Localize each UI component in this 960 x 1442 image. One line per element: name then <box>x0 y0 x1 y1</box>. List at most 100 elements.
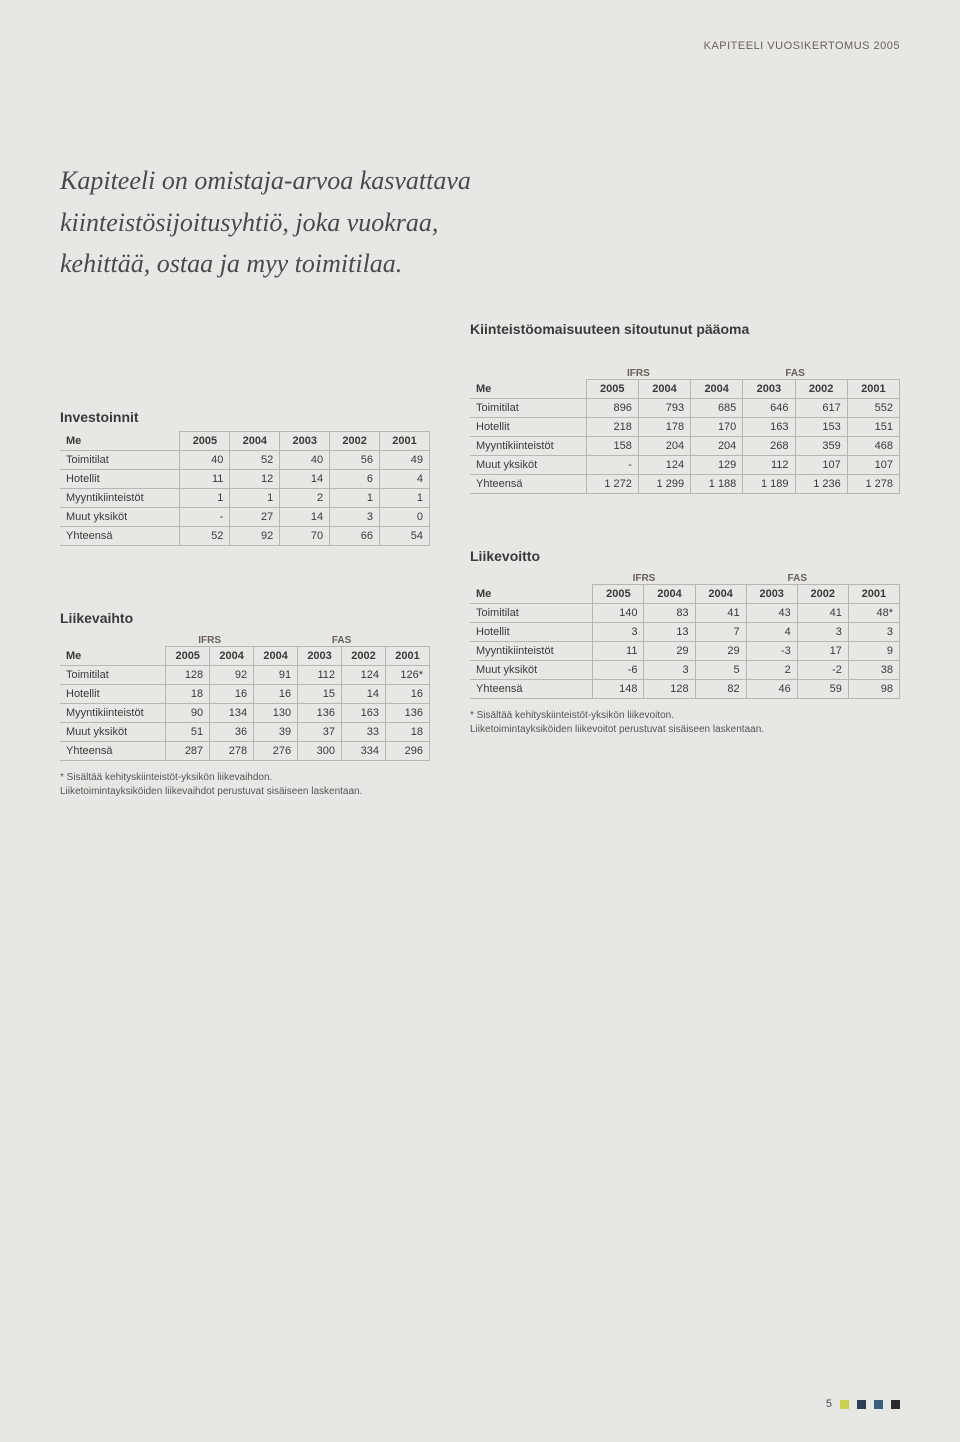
cell-value: 3 <box>644 660 695 679</box>
footer-square-icon <box>857 1400 866 1409</box>
row-label: Yhteensä <box>470 679 593 698</box>
cell-value: 90 <box>166 703 210 722</box>
cell-value: 15 <box>298 684 342 703</box>
cell-value: 359 <box>795 436 847 455</box>
cell-value: 51 <box>166 722 210 741</box>
row-label: Myyntikiinteistöt <box>470 641 593 660</box>
cell-value: 136 <box>385 703 429 722</box>
cell-value: 43 <box>746 603 797 622</box>
cell-value: 41 <box>797 603 848 622</box>
cell-value: 14 <box>280 507 330 526</box>
year-head: 2003 <box>298 646 342 665</box>
table-row: Me 2005 2004 2004 2003 2002 2001 <box>60 646 430 665</box>
liikevaihto-table: IFRS FAS Me 2005 2004 2004 2003 2002 200… <box>60 632 430 761</box>
row-label: Hotellit <box>60 684 166 703</box>
cell-value: 334 <box>342 741 386 760</box>
table-row: IFRS FAS <box>470 365 900 380</box>
table-row: Muut yksiköt-271430 <box>60 507 430 526</box>
row-label: Hotellit <box>60 469 180 488</box>
year-head: 2004 <box>210 646 254 665</box>
cell-value: 112 <box>743 455 795 474</box>
cell-value: 14 <box>342 684 386 703</box>
table-row: Muut yksiköt-6352-238 <box>470 660 900 679</box>
table-row: Yhteensä14812882465998 <box>470 679 900 698</box>
cell-value: 278 <box>210 741 254 760</box>
cell-value: 39 <box>254 722 298 741</box>
cell-value: 17 <box>797 641 848 660</box>
cell-value: 148 <box>593 679 644 698</box>
row-label: Muut yksiköt <box>60 722 166 741</box>
cell-value: 11 <box>593 641 644 660</box>
fas-head: FAS <box>691 365 900 380</box>
cell-value: 40 <box>180 450 230 469</box>
cell-value: 7 <box>695 622 746 641</box>
cell-value: - <box>180 507 230 526</box>
cell-value: 178 <box>638 417 690 436</box>
row-label: Yhteensä <box>60 741 166 760</box>
cell-value: 124 <box>638 455 690 474</box>
cell-value: 793 <box>638 398 690 417</box>
cell-value: 18 <box>385 722 429 741</box>
cell-value: 112 <box>298 665 342 684</box>
row-label: Myyntikiinteistöt <box>60 488 180 507</box>
footnote: * Sisältää kehityskiinteistöt-yksikön li… <box>470 709 900 737</box>
fas-head: FAS <box>695 570 899 585</box>
cell-value: 129 <box>691 455 743 474</box>
kiinteisto-table: IFRS FAS Me 2005 2004 2004 2003 2002 200… <box>470 365 900 494</box>
ifrs-head: IFRS <box>586 365 690 380</box>
year-head: 2004 <box>254 646 298 665</box>
quote-line: Kapiteeli on omistaja-arvoa kasvattava <box>60 160 640 202</box>
me-label: Me <box>60 431 180 450</box>
year-head: 2002 <box>797 584 848 603</box>
cell-value: 29 <box>695 641 746 660</box>
cell-value: 128 <box>644 679 695 698</box>
cell-value: 151 <box>847 417 899 436</box>
table-head: IFRS FAS Me 2005 2004 2004 2003 2002 200… <box>470 365 900 399</box>
year-head: 2003 <box>280 431 330 450</box>
year-head: 2002 <box>795 379 847 398</box>
footnote: * Sisältää kehityskiinteistöt-yksikön li… <box>60 771 430 799</box>
cell-value: 1 189 <box>743 474 795 493</box>
cell-value: 1 <box>180 488 230 507</box>
cell-value: 163 <box>342 703 386 722</box>
cell-value: -6 <box>593 660 644 679</box>
table-row: Muut yksiköt513639373318 <box>60 722 430 741</box>
cell-value: 33 <box>342 722 386 741</box>
table-row: Muut yksiköt-124129112107107 <box>470 455 900 474</box>
me-label: Me <box>470 584 593 603</box>
cell-value: 6 <box>330 469 380 488</box>
row-label: Muut yksiköt <box>470 455 586 474</box>
footer-square-icon <box>874 1400 883 1409</box>
cell-value: 49 <box>380 450 430 469</box>
row-label: Toimitilat <box>60 665 166 684</box>
year-head: 2004 <box>644 584 695 603</box>
year-head: 2003 <box>746 584 797 603</box>
row-label: Hotellit <box>470 622 593 641</box>
cell-value: 2 <box>280 488 330 507</box>
cell-value: 107 <box>847 455 899 474</box>
cell-value: 40 <box>280 450 330 469</box>
cell-value: 38 <box>848 660 899 679</box>
section-title-investoinnit: Investoinnit <box>60 409 430 425</box>
year-head: 2005 <box>166 646 210 665</box>
year-head: 2001 <box>847 379 899 398</box>
row-label: Yhteensä <box>60 526 180 545</box>
cell-value: 1 <box>330 488 380 507</box>
footer-square-icon <box>891 1400 900 1409</box>
cell-value: 646 <box>743 398 795 417</box>
cell-value: 300 <box>298 741 342 760</box>
cell-value: 11 <box>180 469 230 488</box>
cell-value: 70 <box>280 526 330 545</box>
cell-value: 1 <box>230 488 280 507</box>
row-label: Muut yksiköt <box>470 660 593 679</box>
cell-value: 59 <box>797 679 848 698</box>
row-label: Hotellit <box>470 417 586 436</box>
cell-value: 287 <box>166 741 210 760</box>
row-label: Muut yksiköt <box>60 507 180 526</box>
table-row: Yhteensä1 2721 2991 1881 1891 2361 278 <box>470 474 900 493</box>
cell-value: - <box>586 455 638 474</box>
cell-value: 3 <box>330 507 380 526</box>
row-label: Toimitilat <box>470 398 586 417</box>
year-head: 2005 <box>586 379 638 398</box>
cell-value: 14 <box>280 469 330 488</box>
